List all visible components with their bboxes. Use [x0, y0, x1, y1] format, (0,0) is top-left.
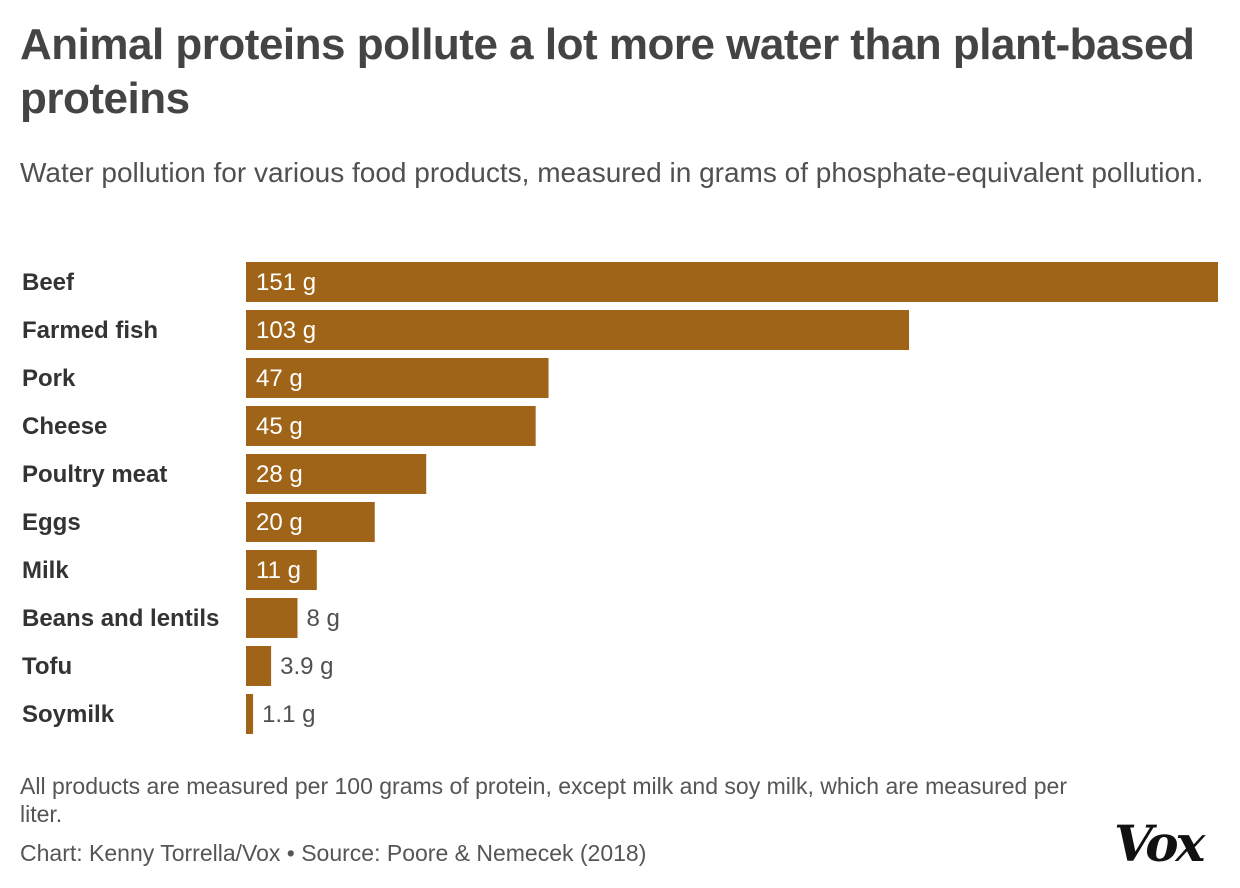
category-label: Beans and lentils	[22, 605, 219, 632]
category-label: Soymilk	[22, 701, 115, 728]
value-label: 3.9 g	[280, 653, 333, 680]
bar	[246, 502, 375, 542]
category-label: Cheese	[22, 413, 107, 440]
category-label: Poultry meat	[22, 461, 167, 488]
category-label: Beef	[22, 269, 75, 296]
bar	[246, 694, 254, 734]
category-label: Eggs	[22, 509, 81, 536]
value-label: 103 g	[256, 317, 316, 344]
category-label: Milk	[22, 557, 69, 584]
value-label: 28 g	[256, 461, 303, 488]
chart-title: Animal proteins pollute a lot more water…	[20, 20, 1195, 123]
bar	[246, 550, 317, 590]
bar	[246, 406, 536, 446]
value-label: 1.1 g	[262, 701, 315, 728]
chart-subtitle: Water pollution for various food product…	[20, 157, 1204, 188]
value-label: 47 g	[256, 365, 303, 392]
category-label: Tofu	[22, 653, 72, 680]
category-label: Pork	[22, 365, 76, 392]
vox-logo: Vox	[1114, 814, 1205, 873]
value-label: 45 g	[256, 413, 303, 440]
bar-chart: Beef 151 g Farmed fish 103 g Pork 47 g Cheese 4…	[22, 262, 1218, 734]
category-label: Farmed fish	[22, 317, 158, 344]
source-credit: Chart: Kenny Torrella/Vox • Source: Poor…	[20, 840, 647, 866]
bar	[246, 262, 1218, 302]
bar	[246, 598, 298, 638]
value-label: 151 g	[256, 269, 316, 296]
bar	[246, 646, 272, 686]
value-label: 8 g	[306, 605, 339, 632]
bar	[246, 358, 549, 398]
bar	[246, 454, 427, 494]
bar	[246, 310, 910, 350]
footnote: All products are measured per 100 grams …	[20, 773, 1067, 827]
value-label: 20 g	[256, 509, 303, 536]
value-label: 11 g	[256, 557, 301, 584]
